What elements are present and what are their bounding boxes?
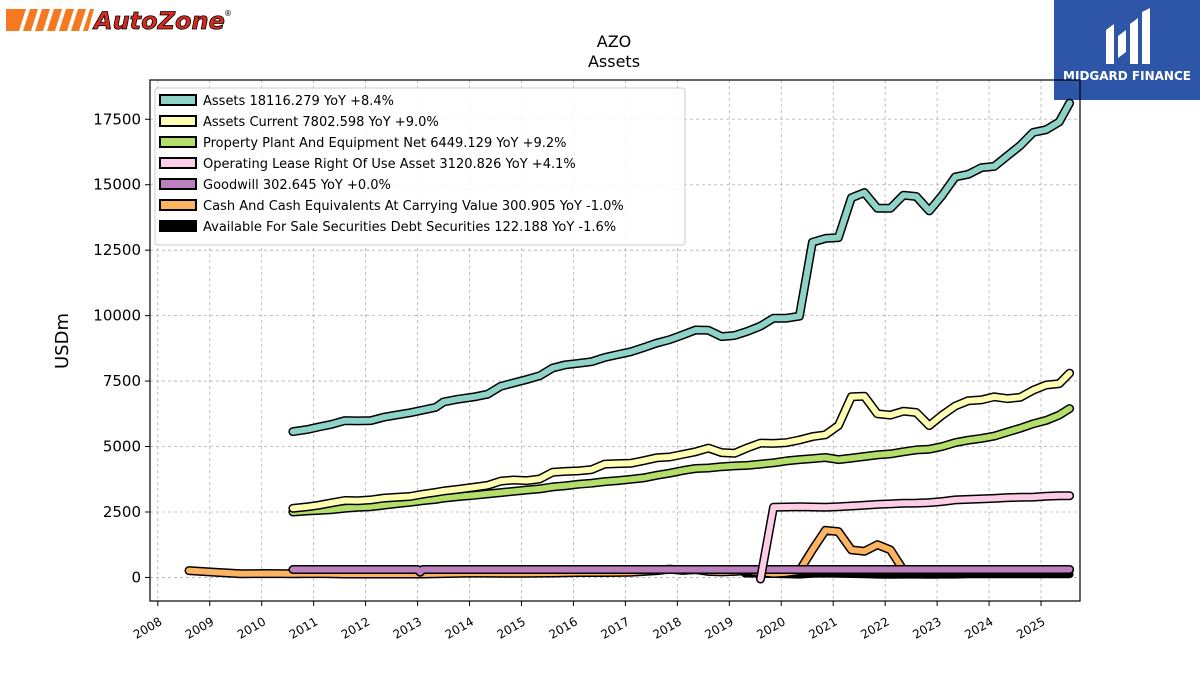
y-tick-label: 5000 [103, 438, 141, 456]
legend-label: Assets Current 7802.598 YoY +9.0% [203, 115, 439, 130]
x-tick-label: 2021 [806, 614, 839, 641]
x-tick-label: 2010 [235, 614, 268, 641]
autozone-logo: AutoZone ® [6, 7, 232, 34]
x-tick-label: 2023 [910, 614, 943, 641]
x-tick-label: 2012 [339, 614, 372, 641]
series-property-plant-and-equipment-net [288, 404, 1075, 517]
series-assets [288, 98, 1075, 437]
series-line [289, 405, 1073, 515]
plot-frame [149, 79, 1081, 602]
x-tick-label: 2013 [391, 614, 424, 641]
legend-swatch [159, 136, 197, 148]
series-line [757, 492, 1073, 582]
legend-swatch [159, 157, 197, 169]
legend-box [154, 87, 686, 246]
legend-label: Available For Sale Securities Debt Secur… [203, 220, 616, 235]
series-lines [184, 98, 1075, 584]
autozone-stripes [6, 9, 94, 31]
series-operating-lease-right-of-use-asset [756, 491, 1075, 584]
legend-swatch [159, 94, 197, 106]
legend-item: Assets 18116.279 YoY +8.4% [159, 94, 394, 109]
x-tick-label: 2008 [131, 614, 164, 641]
midgard-emblem-icon [1106, 8, 1150, 64]
legend-swatch [159, 178, 197, 190]
x-tick-label: 2014 [443, 614, 476, 641]
legend-item: Property Plant And Equipment Net 6449.12… [159, 136, 567, 151]
x-tick-label: 2016 [547, 614, 580, 641]
legend-label: Goodwill 302.645 YoY +0.0% [203, 178, 391, 193]
y-tick-label: 15000 [93, 176, 141, 194]
x-tick-label: 2019 [702, 614, 735, 641]
x-tick-label: 2015 [495, 614, 528, 641]
series-goodwill [288, 565, 1075, 577]
legend-item: Operating Lease Right Of Use Asset 3120.… [159, 157, 576, 172]
x-tick-label: 2018 [650, 614, 683, 641]
x-tick-label: 2017 [599, 614, 632, 641]
x-tick-label: 2025 [1014, 614, 1047, 641]
x-tick-label: 2009 [183, 614, 216, 641]
legend-swatch [159, 115, 197, 127]
series-assets-current [288, 368, 1075, 513]
legend-item: Cash And Cash Equivalents At Carrying Va… [159, 199, 624, 214]
legend: Assets 18116.279 YoY +8.4% Assets Current… [154, 87, 686, 246]
series-line [289, 370, 1073, 512]
midgard-finance-emblem: MIDGARD FINANCE [1063, 8, 1191, 83]
x-tick-label: 2011 [287, 614, 320, 641]
legend-label: Property Plant And Equipment Net 6449.12… [203, 136, 567, 151]
x-tick-label: 2022 [858, 614, 891, 641]
y-tick-label: 0 [131, 568, 141, 586]
legend-item: Goodwill 302.645 YoY +0.0% [159, 178, 391, 193]
chart-title: AZO [597, 32, 632, 51]
y-tick-label: 12500 [93, 241, 141, 259]
x-tick-label: 2024 [962, 614, 995, 641]
chart-subtitle: Assets [588, 52, 640, 71]
y-tick-label: 17500 [93, 110, 141, 128]
midgard-finance-logo: MIDGARD FINANCE [1054, 0, 1200, 100]
legend-label: Operating Lease Right Of Use Asset 3120.… [203, 157, 576, 172]
legend-item: Assets Current 7802.598 YoY +9.0% [159, 115, 439, 130]
x-tick-label: 2020 [754, 614, 787, 641]
legend-label: Assets 18116.279 YoY +8.4% [203, 94, 394, 109]
y-tick-label: 2500 [103, 503, 141, 521]
midgard-finance-wordmark: MIDGARD FINANCE [1063, 69, 1191, 83]
legend-item: Available For Sale Securities Debt Secur… [159, 220, 616, 235]
y-tick-label: 10000 [93, 307, 141, 325]
legend-swatch [159, 199, 197, 211]
legend-swatch [159, 220, 197, 232]
series-line [289, 566, 1073, 576]
series-line [289, 100, 1073, 435]
autozone-wordmark: AutoZone [92, 7, 225, 34]
legend-label: Cash And Cash Equivalents At Carrying Va… [203, 199, 624, 214]
autozone-registered-mark: ® [224, 9, 232, 18]
y-tick-label: 7500 [103, 372, 141, 390]
y-axis-label: USDm [52, 313, 73, 369]
